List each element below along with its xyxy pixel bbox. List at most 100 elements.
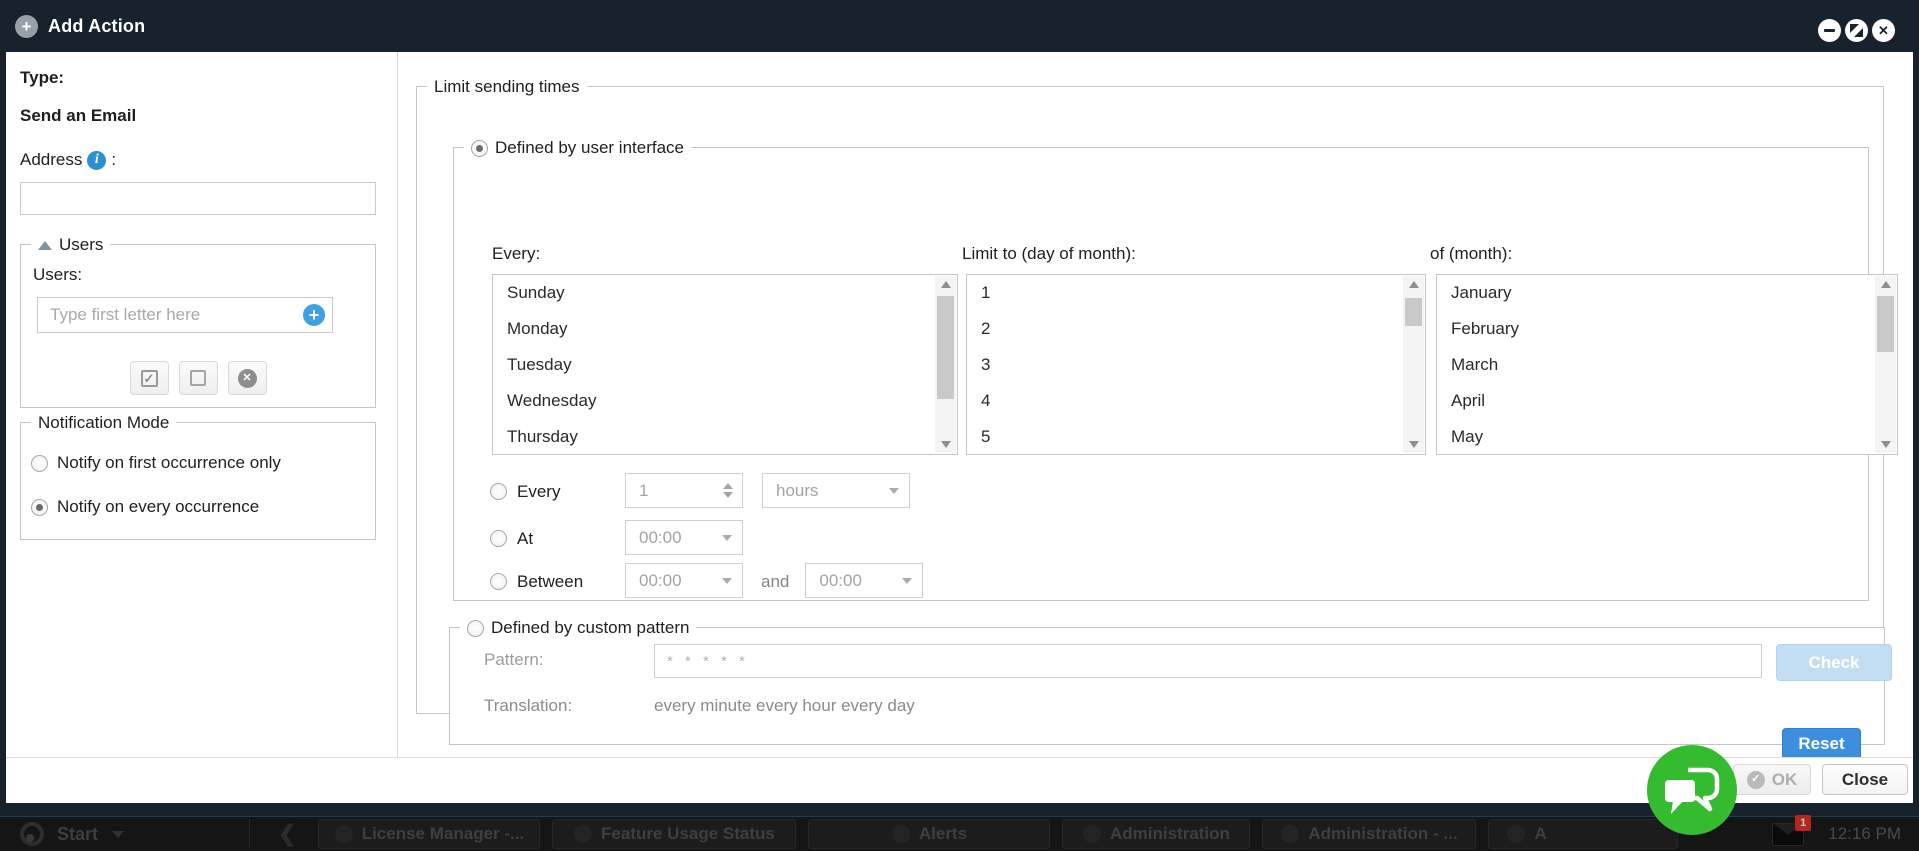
window-icon bbox=[1507, 825, 1526, 843]
list-item[interactable]: Sunday bbox=[507, 283, 565, 302]
scroll-down-icon[interactable] bbox=[1875, 436, 1896, 453]
users-input[interactable]: Type first letter here + bbox=[37, 297, 333, 333]
spinner-arrows-icon[interactable] bbox=[723, 483, 733, 498]
start-button[interactable]: Start bbox=[57, 823, 99, 844]
notification-mode-fieldset: Notification Mode Notify on first occurr… bbox=[20, 413, 376, 540]
close-button[interactable]: ✕ bbox=[1872, 19, 1895, 42]
scroll-down-icon[interactable] bbox=[935, 436, 956, 453]
notify-first-occurrence-option[interactable]: Notify on first occurrence only bbox=[31, 453, 281, 473]
list-item[interactable]: Wednesday bbox=[507, 391, 597, 410]
dialog-titlebar: + Add Action ✕ bbox=[0, 0, 1919, 52]
users-input-placeholder: Type first letter here bbox=[50, 305, 201, 324]
list-item[interactable]: April bbox=[1451, 391, 1486, 410]
taskbar-scroll-left-icon[interactable]: ❮ bbox=[278, 821, 297, 846]
scrollbar-thumb[interactable] bbox=[937, 296, 954, 399]
close-icon: ✕ bbox=[1878, 23, 1889, 38]
taskbar-window-button[interactable]: Administration - ... bbox=[1262, 819, 1477, 849]
taskbar-button-label: Administration bbox=[1109, 824, 1230, 843]
taskbar-window-button[interactable]: A bbox=[1488, 819, 1679, 849]
collapse-icon[interactable] bbox=[38, 240, 52, 250]
ok-button[interactable]: ✓ OK bbox=[1733, 764, 1811, 795]
list-item[interactable]: February bbox=[1451, 319, 1520, 338]
radio-icon[interactable] bbox=[31, 454, 48, 472]
between-label: Between bbox=[517, 571, 584, 591]
at-radio[interactable] bbox=[490, 530, 507, 547]
notify-every-occurrence-option[interactable]: Notify on every occurrence bbox=[31, 497, 259, 517]
between-to-select[interactable]: 00:00 bbox=[805, 563, 924, 598]
dialog-footer: ✓ OK Close bbox=[6, 757, 1913, 803]
list-item[interactable]: 2 bbox=[981, 319, 991, 338]
interval-spinner[interactable]: 1 bbox=[625, 473, 743, 508]
interval-unit-select[interactable]: hours bbox=[762, 473, 910, 508]
list-item[interactable]: January bbox=[1451, 283, 1512, 302]
taskbar-window-button[interactable]: Administration bbox=[1062, 819, 1251, 849]
at-time-select[interactable]: 00:00 bbox=[625, 520, 743, 555]
taskbar-clock: 12:16 PM bbox=[1828, 824, 1901, 843]
add-action-dialog: Type: Send an Email Address i : Users Us… bbox=[6, 52, 1913, 803]
every-radio[interactable] bbox=[490, 483, 507, 500]
dropdown-caret-icon bbox=[722, 534, 732, 541]
empty-box-icon bbox=[190, 370, 206, 386]
list-item[interactable]: 1 bbox=[981, 283, 991, 302]
day-of-month-scrollbar[interactable] bbox=[1403, 276, 1424, 453]
of-month-column-label: of (month): bbox=[1430, 244, 1513, 263]
minimize-button[interactable] bbox=[1818, 19, 1841, 42]
mail-icon[interactable]: 1 bbox=[1772, 814, 1812, 846]
scroll-up-icon[interactable] bbox=[1875, 276, 1896, 293]
list-item[interactable]: Monday bbox=[507, 319, 568, 338]
pattern-input[interactable]: * * * * * bbox=[654, 644, 1762, 678]
address-input[interactable] bbox=[20, 182, 376, 215]
type-value: Send an Email bbox=[20, 106, 137, 125]
taskbar-window-button[interactable]: Alerts bbox=[808, 819, 1051, 849]
add-user-icon[interactable]: + bbox=[303, 304, 325, 326]
taskbar-window-button[interactable]: License Manager -... bbox=[318, 819, 541, 849]
dropdown-caret-icon bbox=[722, 577, 732, 584]
between-radio[interactable] bbox=[490, 573, 507, 590]
taskbar-button-label: A bbox=[1534, 824, 1547, 843]
scroll-down-icon[interactable] bbox=[1403, 436, 1424, 453]
list-item[interactable]: 4 bbox=[981, 391, 991, 410]
start-logo-icon[interactable] bbox=[20, 822, 44, 846]
check-button[interactable]: Check bbox=[1776, 644, 1892, 681]
taskbar-divider bbox=[249, 819, 251, 849]
taskbar-button-label: Feature Usage Status bbox=[601, 824, 775, 843]
dropdown-caret-icon bbox=[902, 577, 913, 584]
window-icon bbox=[1082, 825, 1101, 843]
chat-fab-button[interactable] bbox=[1647, 745, 1737, 835]
scrollbar-thumb[interactable] bbox=[1877, 296, 1894, 352]
day-of-month-list[interactable]: 1 2 3 4 5 bbox=[966, 274, 1426, 455]
window-icon bbox=[574, 825, 593, 843]
window-icon bbox=[891, 825, 910, 843]
between-from-select[interactable]: 00:00 bbox=[625, 563, 743, 598]
scroll-up-icon[interactable] bbox=[1403, 276, 1424, 293]
list-item[interactable]: 3 bbox=[981, 355, 991, 374]
start-caret-icon[interactable] bbox=[112, 830, 125, 838]
list-item[interactable]: Thursday bbox=[507, 427, 578, 446]
defined-by-ui-radio[interactable] bbox=[471, 139, 488, 157]
every-label: Every bbox=[517, 481, 561, 501]
scrollbar-thumb[interactable] bbox=[1405, 298, 1422, 326]
reset-button[interactable]: Reset bbox=[1782, 728, 1861, 760]
months-list[interactable]: January February March April May bbox=[1436, 274, 1898, 455]
info-icon[interactable]: i bbox=[87, 150, 107, 170]
address-label: Address bbox=[20, 150, 83, 169]
list-item[interactable]: May bbox=[1451, 427, 1484, 446]
clear-users-button[interactable]: ✕ bbox=[227, 361, 267, 395]
custom-pattern-radio[interactable] bbox=[467, 619, 484, 637]
list-item[interactable]: 5 bbox=[981, 427, 991, 446]
close-dialog-button[interactable]: Close bbox=[1822, 764, 1908, 795]
between-times-row: Between 00:00 and 00:00 bbox=[490, 563, 924, 599]
days-list-scrollbar[interactable] bbox=[935, 276, 956, 453]
radio-icon[interactable] bbox=[31, 498, 48, 516]
taskbar-window-button[interactable]: Feature Usage Status bbox=[552, 819, 797, 849]
scroll-up-icon[interactable] bbox=[935, 276, 956, 293]
list-item[interactable]: Tuesday bbox=[507, 355, 572, 374]
months-scrollbar[interactable] bbox=[1875, 276, 1896, 453]
deselect-all-users-button[interactable] bbox=[178, 361, 218, 395]
resize-button[interactable] bbox=[1845, 19, 1868, 42]
days-of-week-list[interactable]: Sunday Monday Tuesday Wednesday Thursday bbox=[492, 274, 958, 455]
defined-by-ui-fieldset: Defined by user interface Every: Limit t… bbox=[453, 138, 1898, 637]
select-all-users-button[interactable]: ✓ bbox=[129, 361, 169, 395]
every-interval-row: Every 1 hours bbox=[490, 473, 910, 509]
list-item[interactable]: March bbox=[1451, 355, 1499, 374]
